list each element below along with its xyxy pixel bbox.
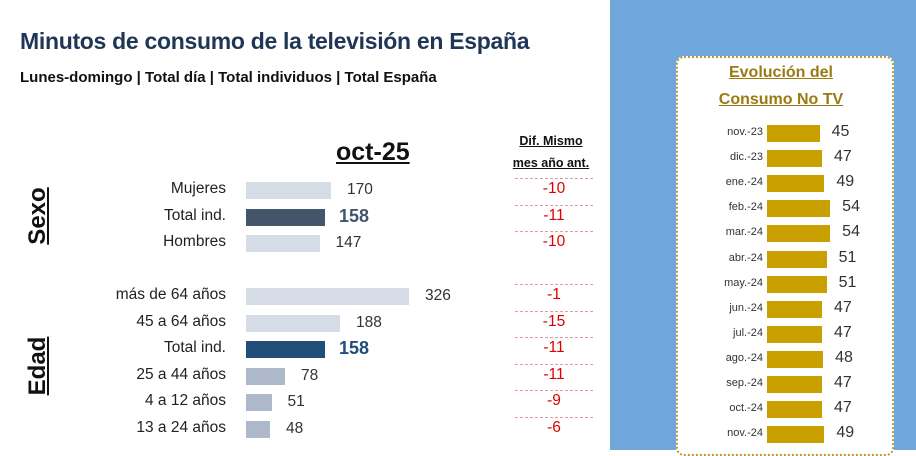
month-bar — [767, 225, 831, 243]
bar-value: 147 — [335, 234, 362, 252]
dif-divider — [515, 363, 593, 365]
dif-value: -11 — [543, 206, 565, 224]
bar-value: 158 — [339, 338, 370, 359]
month-bar — [767, 125, 820, 142]
bar-value: 48 — [286, 420, 304, 437]
dif-value: -9 — [547, 392, 561, 410]
row-label: Mujeres — [170, 180, 226, 197]
row-label: 13 a 24 años — [136, 419, 226, 436]
row-label: 25 a 44 años — [136, 365, 226, 383]
month-value: 47 — [833, 399, 852, 417]
month-bar — [767, 150, 822, 168]
period-title: oct-25 — [336, 138, 410, 166]
month-bar — [767, 376, 822, 393]
dif-header: Dif. Mismo mes año ant. — [505, 130, 597, 174]
dif-value: -10 — [542, 180, 566, 197]
row-label: Hombres — [163, 233, 226, 251]
dif-value: -10 — [542, 233, 566, 251]
bar — [246, 182, 331, 199]
month-label: ago.-24 — [725, 351, 763, 364]
month-bar — [767, 200, 831, 218]
page-subtitle: Lunes-domingo | Total día | Total indivi… — [20, 69, 437, 86]
row-label: Total ind. — [163, 339, 226, 357]
dif-divider — [515, 417, 593, 418]
dif-value: -6 — [547, 419, 561, 436]
month-bar — [767, 275, 827, 293]
month-bar — [767, 325, 822, 343]
evolution-title: Evolución del Consumo No TV — [683, 59, 879, 113]
dif-header-line-1: Dif. Mismo — [519, 134, 583, 148]
dif-value: -1 — [547, 286, 561, 303]
month-label: may.-24 — [724, 276, 763, 289]
month-value: 47 — [833, 298, 852, 316]
evolution-title-line-1: Evolución del — [728, 64, 833, 81]
bar-value: 188 — [356, 313, 382, 331]
dif-divider — [515, 310, 593, 312]
month-value: 51 — [838, 273, 857, 291]
month-bar — [767, 401, 822, 419]
bar — [246, 394, 272, 412]
month-bar — [767, 175, 825, 193]
dif-divider — [515, 337, 593, 339]
month-label: oct.-24 — [729, 402, 763, 415]
month-label: nov.-24 — [727, 427, 763, 440]
dif-divider — [515, 284, 593, 285]
dif-divider — [515, 390, 593, 392]
row-label: 4 a 12 años — [144, 392, 226, 410]
month-bar — [767, 300, 822, 318]
dif-header-line-2: mes año ant. — [512, 156, 590, 170]
month-value: 49 — [836, 173, 855, 191]
bar-value: 51 — [287, 393, 305, 411]
month-value: 48 — [835, 348, 853, 366]
bar — [246, 288, 409, 305]
bar-value: 78 — [301, 366, 319, 384]
row-label: más de 64 años — [115, 286, 226, 303]
row-label: Total ind. — [163, 206, 226, 224]
page-title: Minutos de consumo de la televisión en E… — [20, 28, 530, 54]
month-label: dic.-23 — [729, 151, 763, 164]
month-bar — [767, 426, 825, 444]
bar-value: 158 — [339, 205, 370, 226]
month-value: 47 — [833, 323, 852, 341]
bar-value: 326 — [425, 287, 451, 304]
dif-divider — [515, 178, 593, 179]
dif-divider — [515, 231, 593, 233]
month-bar — [767, 350, 824, 368]
bar — [246, 367, 285, 385]
bar-value: 170 — [347, 181, 373, 198]
bar — [246, 314, 340, 332]
month-value: 51 — [838, 248, 857, 266]
month-value: 47 — [833, 148, 852, 166]
row-label: 45 a 64 años — [136, 312, 226, 330]
dif-value: -15 — [542, 312, 566, 330]
dif-value: -11 — [543, 365, 565, 383]
bar — [246, 208, 325, 226]
month-label: jul.-24 — [733, 326, 763, 339]
month-label: ene.-24 — [725, 176, 763, 189]
month-bar — [767, 250, 827, 268]
month-value: 54 — [842, 198, 860, 216]
bar — [246, 235, 320, 253]
month-label: jun.-24 — [729, 301, 763, 314]
bar — [246, 421, 270, 438]
dif-divider — [515, 204, 593, 206]
month-label: nov.-23 — [727, 126, 763, 138]
month-value: 54 — [842, 223, 860, 241]
evolution-title-line-2: Consumo No TV — [718, 91, 844, 108]
month-label: feb.-24 — [728, 201, 763, 214]
month-value: 45 — [831, 123, 850, 140]
dif-value: -11 — [543, 339, 565, 357]
month-value: 49 — [836, 424, 855, 442]
month-value: 47 — [833, 374, 852, 391]
bar — [246, 341, 325, 359]
month-label: sep.-24 — [726, 377, 763, 389]
month-label: abr.-24 — [728, 251, 763, 264]
month-label: mar.-24 — [725, 226, 763, 239]
